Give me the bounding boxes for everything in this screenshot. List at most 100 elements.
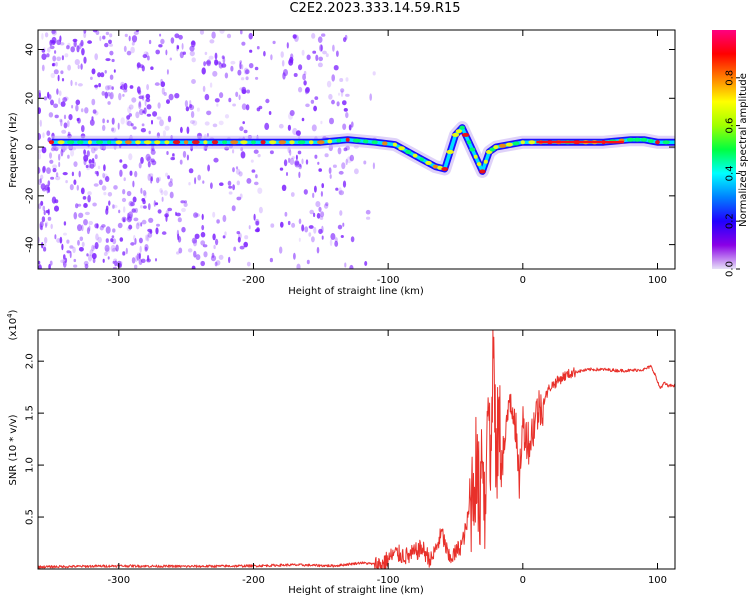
spectral-point — [193, 250, 197, 258]
spectral-point — [109, 74, 114, 80]
spectral-point — [104, 244, 110, 252]
spectral-point — [105, 176, 110, 182]
spectral-point — [128, 35, 131, 42]
spectral-point — [83, 149, 86, 156]
ridge-hotspot — [466, 140, 472, 145]
ridge-hotspot — [297, 140, 306, 145]
spectral-point — [134, 170, 138, 178]
spectral-point — [131, 35, 138, 43]
spectral-point — [257, 187, 263, 194]
ridge-hotspot — [124, 140, 132, 145]
spectral-point — [44, 221, 49, 227]
spectral-point — [248, 63, 254, 69]
spectral-point — [147, 55, 150, 61]
spectral-point — [311, 236, 315, 243]
spectral-point — [292, 34, 297, 39]
spectral-point — [213, 244, 216, 250]
spectral-point — [227, 180, 232, 186]
spectral-point — [210, 182, 213, 189]
ridge-hotspot — [446, 149, 454, 154]
spectral-point — [91, 158, 95, 164]
spectral-point — [204, 93, 210, 101]
spectral-point — [270, 54, 273, 61]
y-tick-label: -20 — [25, 188, 36, 204]
y-tick-label: -40 — [25, 236, 36, 252]
spectral-point — [214, 261, 218, 267]
spectral-point — [216, 219, 220, 224]
spectral-point — [349, 264, 354, 269]
spectral-point — [228, 97, 232, 103]
spectral-point — [138, 237, 143, 244]
spectral-point — [301, 49, 305, 56]
ridge-core — [51, 125, 675, 174]
spectral-point — [69, 184, 74, 191]
spectral-point — [318, 206, 322, 212]
spectral-point — [126, 216, 132, 223]
spectral-point — [74, 81, 78, 86]
spectral-point — [54, 199, 59, 204]
ridge-hotspot — [211, 140, 219, 145]
spectral-point — [195, 254, 201, 261]
spectral-point — [290, 192, 295, 197]
spectral-point — [342, 100, 347, 106]
spectral-point — [42, 205, 46, 211]
spectral-point — [111, 86, 114, 90]
spectral-point — [129, 85, 134, 89]
spectral-point — [123, 88, 128, 93]
spectral-point — [101, 224, 106, 228]
spectral-point — [108, 39, 112, 44]
spectral-point — [329, 117, 334, 125]
spectral-point — [60, 70, 64, 75]
spectral-point — [108, 200, 111, 206]
ridge-hotspot — [432, 164, 438, 169]
spectral-point — [103, 164, 106, 172]
spectral-point — [146, 113, 152, 117]
spectral-point — [83, 260, 89, 266]
spectral-point — [312, 50, 317, 54]
ridge-hotspot — [493, 145, 499, 150]
spectral-point — [41, 216, 46, 223]
spectral-point — [119, 169, 123, 177]
spectral-point — [135, 111, 140, 119]
spectral-point — [283, 159, 288, 167]
spectral-point — [177, 236, 182, 243]
spectral-point — [42, 188, 47, 192]
spectral-point — [278, 123, 284, 129]
spectral-point — [88, 220, 93, 226]
ridge-hotspot — [135, 140, 141, 145]
spectral-point — [132, 126, 137, 130]
spectral-point — [52, 168, 57, 173]
spectral-point — [63, 261, 67, 268]
spectral-point — [201, 67, 206, 75]
spectral-point — [343, 147, 348, 152]
spectral-point — [303, 80, 307, 86]
snr-x-ticks: -300 -200 -100 0 100 — [107, 330, 667, 586]
spectral-point — [243, 241, 248, 248]
spectral-point — [73, 264, 78, 268]
spectral-point — [67, 154, 70, 159]
spectral-point — [270, 223, 275, 228]
spectral-point — [145, 153, 151, 161]
spectral-point — [224, 72, 229, 79]
spectral-point — [156, 223, 160, 227]
spectral-point — [43, 96, 48, 101]
spectral-point — [146, 156, 152, 163]
spectral-point — [72, 38, 78, 43]
spectral-point — [246, 89, 250, 94]
spectral-point — [84, 30, 87, 33]
spectral-point — [200, 231, 206, 238]
spectral-point — [47, 47, 51, 53]
snr-panel: -300 -200 -100 0 100 0.5 1.0 1.5 2.0 Height of … — [6, 309, 676, 596]
spectral-point — [298, 218, 302, 225]
spectral-point — [289, 110, 295, 116]
spectral-point — [156, 177, 160, 184]
spectral-point — [49, 45, 55, 50]
spectral-point — [191, 265, 196, 269]
spectral-point — [340, 235, 344, 238]
ridge-hotspot — [382, 141, 388, 146]
spectral-point — [146, 84, 150, 91]
spectral-point — [138, 95, 144, 100]
spectral-point — [109, 50, 114, 56]
spectral-point — [311, 33, 316, 39]
spectral-point — [41, 53, 47, 60]
